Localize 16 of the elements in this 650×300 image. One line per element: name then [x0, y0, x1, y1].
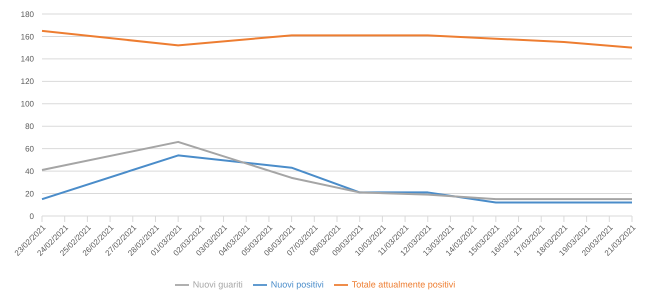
y-tick-label: 120 [20, 77, 35, 86]
y-tick-label: 140 [20, 54, 35, 64]
legend-label: Nuovi guariti [192, 279, 243, 290]
line-series [41, 154, 633, 204]
y-tick-label: 160 [20, 32, 35, 42]
y-tick-label: 0 [30, 212, 35, 221]
y-tick-label: 40 [25, 166, 35, 176]
y-tick-label: 180 [20, 10, 35, 19]
y-tick-label: 100 [20, 100, 35, 109]
legend-label: Totale attualmente positivi [352, 279, 456, 290]
y-tick-label: 60 [25, 144, 35, 154]
y-tick-label: 20 [25, 189, 35, 198]
line-series [41, 140, 633, 200]
line-series [41, 30, 633, 49]
legend-label: Nuovi positivi [270, 279, 324, 290]
y-tick-label: 80 [25, 122, 35, 132]
